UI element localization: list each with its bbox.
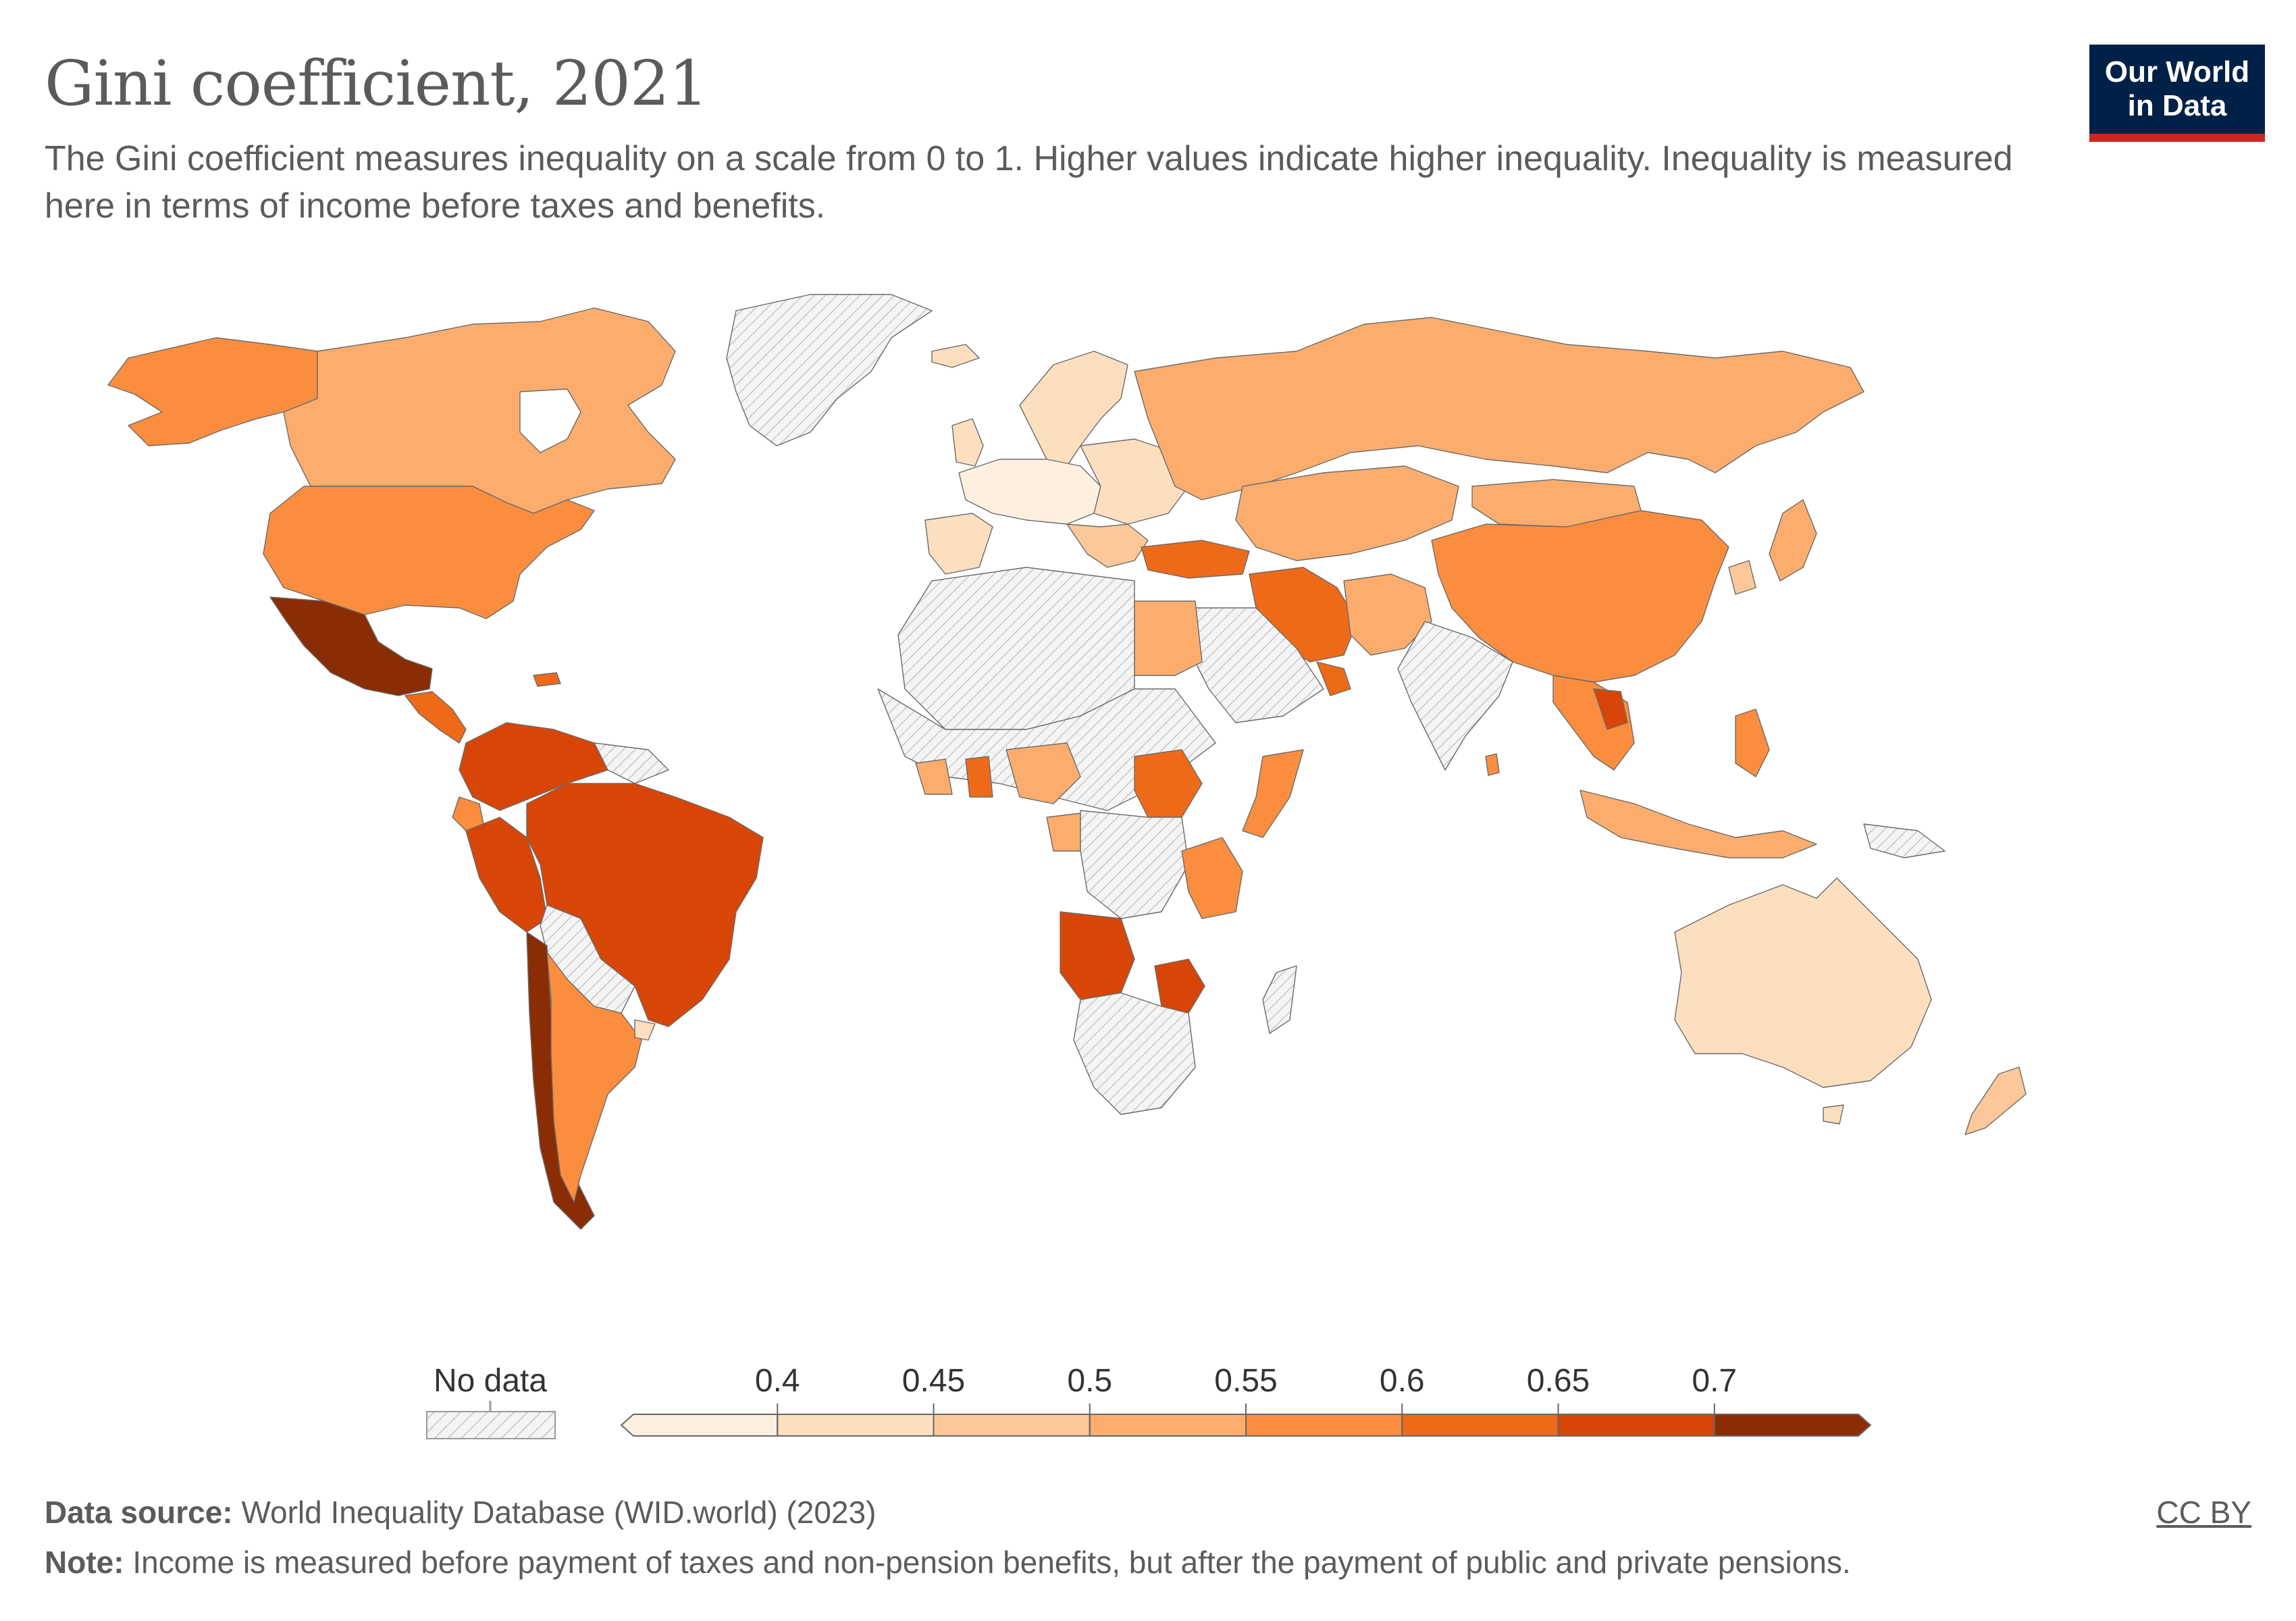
note-line: Note: Income is measured before payment … [45,1544,1851,1580]
note-label: Note: [45,1545,124,1580]
legend-no-data-label: No data [434,1363,547,1399]
region-zimbabwe[interactable] [1154,958,1205,1014]
region-japan[interactable] [1769,499,1817,582]
region-scandinavia[interactable] [1019,351,1128,467]
region-eastern-europe[interactable] [1080,438,1189,525]
license-link[interactable]: CC BY [2156,1495,2251,1530]
region-canada[interactable] [283,307,676,514]
legend-bin[interactable] [1713,1414,1872,1437]
region-central-asia[interactable] [1235,465,1459,561]
region-russia[interactable] [1134,317,1864,500]
region-egypt[interactable] [1134,600,1203,676]
region-hudson-bay [519,388,581,453]
region-tanzania[interactable] [1181,837,1243,919]
legend-tick-label: 0.45 [902,1363,965,1399]
region-papua[interactable] [1863,823,1946,858]
legend-tick-label: 0.65 [1527,1363,1590,1399]
legend-no-data-swatch[interactable] [426,1411,556,1439]
source-line: Data source: World Inequality Database (… [45,1494,876,1530]
region-southern-africa[interactable] [1073,992,1196,1115]
region-indonesia[interactable] [1580,790,1817,858]
region-mexico[interactable] [269,596,433,696]
region-uae[interactable] [1316,661,1351,696]
note-text: Income is measured before payment of tax… [132,1545,1851,1580]
region-gabon[interactable] [1046,813,1081,852]
region-new-zealand[interactable] [1964,1066,2027,1135]
legend-bin[interactable] [933,1414,1091,1437]
legend-tick-label: 0.4 [755,1363,800,1399]
region-north-africa[interactable] [897,567,1135,730]
region-drc[interactable] [1080,810,1189,919]
legend-bin[interactable] [1401,1414,1559,1437]
region-greenland[interactable] [726,294,933,446]
region-somalia[interactable] [1242,749,1304,838]
region-uruguay[interactable] [634,1019,656,1041]
region-alaska[interactable] [107,337,318,446]
world-map[interactable] [0,284,2296,1283]
owid-logo[interactable]: Our World in Data [2089,45,2265,142]
region-guianas[interactable] [594,742,669,784]
region-sri-lanka[interactable] [1485,753,1500,776]
region-india[interactable] [1397,621,1513,771]
region-iberia[interactable] [924,513,993,575]
logo-line-2: in Data [2127,89,2227,122]
region-tasmania[interactable] [1823,1104,1844,1125]
legend-tick-label: 0.55 [1214,1363,1277,1399]
region-argentina[interactable] [546,952,642,1203]
region-usa[interactable] [263,486,595,619]
legend-color-scale: 0.4 0.45 0.5 0.55 0.6 0.65 0.7 [620,1363,1872,1437]
region-china[interactable] [1431,510,1729,683]
region-australia[interactable] [1674,877,1932,1088]
region-nigeria[interactable] [1006,742,1081,804]
region-korea[interactable] [1728,560,1756,595]
chart-title: Gini coefficient, 2021 [45,47,708,120]
region-madagascar[interactable] [1262,965,1297,1034]
legend-bin[interactable] [1089,1414,1247,1437]
region-iceland[interactable] [931,344,980,368]
legend-bin[interactable] [620,1414,779,1437]
legend-tick-label: 0.6 [1380,1363,1425,1399]
region-hispaniola[interactable] [533,672,561,687]
region-western-europe[interactable] [958,459,1101,525]
region-uk[interactable] [951,418,984,467]
region-ivory-coast[interactable] [915,758,953,795]
chart-subtitle: The Gini coefficient measures inequality… [45,139,2013,226]
source-label: Data source: [45,1495,233,1530]
logo-line-1: Our World [2104,55,2250,88]
source-text[interactable]: World Inequality Database (WID.world) (2… [241,1495,877,1530]
region-ghana[interactable] [965,756,993,798]
region-italy-balkans[interactable] [1066,523,1149,568]
region-turkey[interactable] [1141,540,1250,579]
region-chile[interactable] [526,931,595,1230]
legend-tick-label: 0.7 [1692,1363,1737,1399]
region-angola[interactable] [1060,911,1135,1000]
region-central-america[interactable] [405,691,467,744]
legend-bin[interactable] [1245,1414,1403,1437]
legend-bin[interactable] [1557,1414,1715,1437]
region-thailand[interactable] [1593,688,1628,730]
legend-bin[interactable] [777,1414,935,1437]
legend-tick-label: 0.5 [1067,1363,1112,1399]
region-philippines[interactable] [1735,709,1770,777]
